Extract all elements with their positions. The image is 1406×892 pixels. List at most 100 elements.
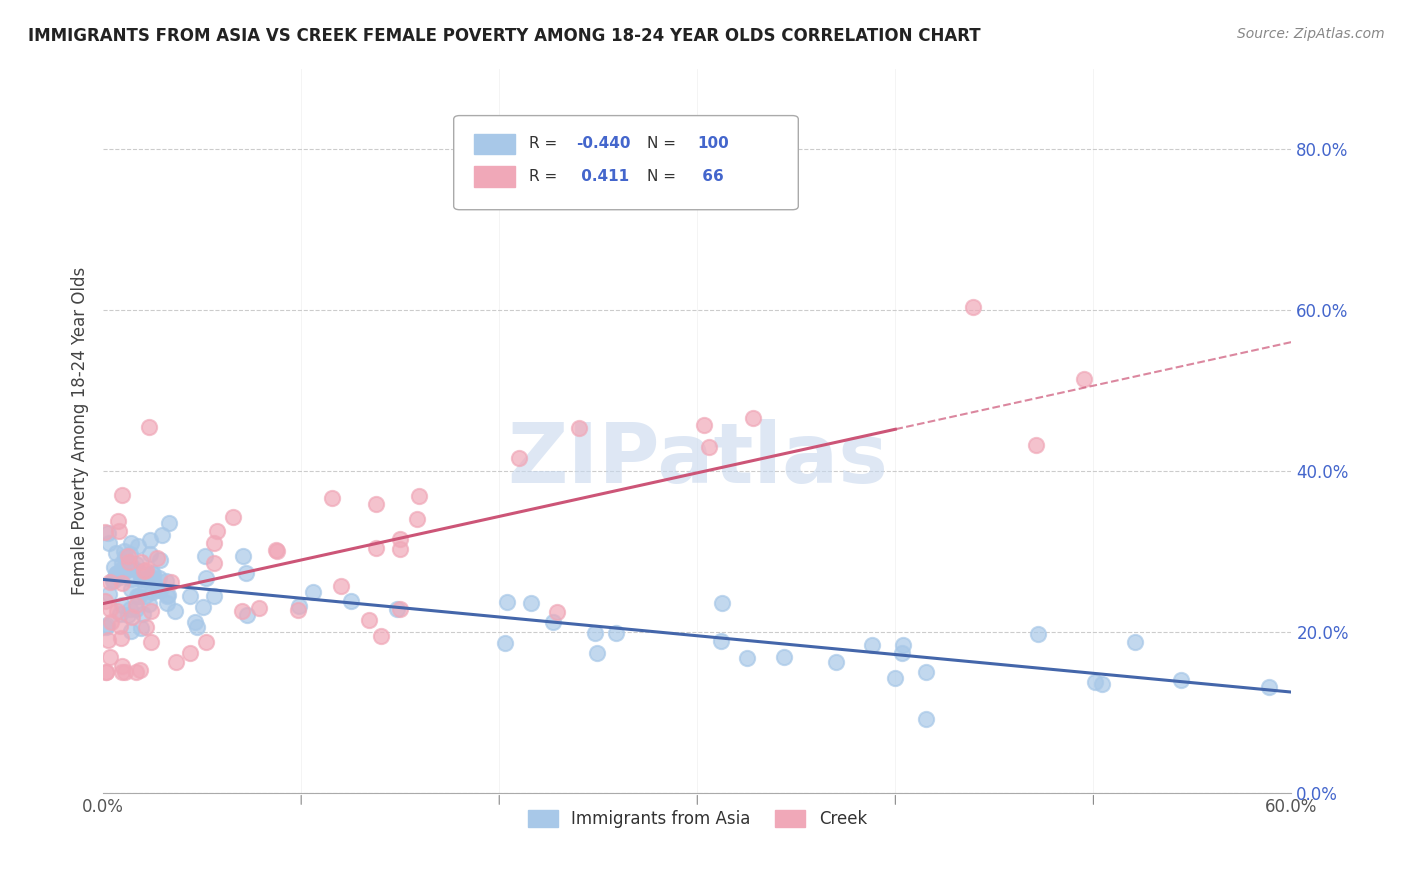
Point: [711, 596, 734, 610]
Point: [101, 573, 124, 587]
Point: [408, 489, 430, 503]
Point: [114, 550, 136, 565]
Text: 100: 100: [697, 136, 730, 152]
Text: N =: N =: [647, 136, 676, 152]
Point: [163, 604, 186, 618]
Point: [94, 524, 117, 539]
Point: [124, 601, 146, 615]
Point: [120, 624, 142, 638]
Point: [321, 491, 343, 505]
Point: [148, 571, 170, 585]
Point: [235, 566, 257, 581]
Point: [741, 410, 763, 425]
Point: [129, 555, 152, 569]
Point: [546, 605, 568, 619]
Point: [370, 629, 392, 643]
Point: [111, 665, 134, 679]
Point: [406, 512, 429, 526]
Point: [118, 561, 141, 575]
Text: Source: ZipAtlas.com: Source: ZipAtlas.com: [1237, 27, 1385, 41]
Point: [100, 615, 122, 629]
Point: [231, 604, 253, 618]
Point: [104, 566, 127, 581]
Point: [125, 557, 148, 571]
Point: [891, 639, 914, 653]
Point: [915, 712, 938, 726]
Point: [150, 527, 173, 541]
Point: [111, 562, 134, 576]
Point: [860, 638, 883, 652]
Point: [98, 536, 121, 550]
Point: [1258, 680, 1281, 694]
Point: [129, 572, 152, 586]
Point: [366, 541, 388, 555]
Point: [693, 418, 716, 433]
Point: [266, 544, 288, 558]
Point: [359, 613, 381, 627]
Point: [96, 665, 118, 679]
Point: [138, 597, 160, 611]
Point: [141, 585, 163, 599]
Point: [737, 651, 759, 665]
Point: [142, 574, 165, 588]
Point: [194, 634, 217, 648]
Point: [132, 607, 155, 621]
Point: [586, 646, 609, 660]
Y-axis label: Female Poverty Among 18-24 Year Olds: Female Poverty Among 18-24 Year Olds: [72, 267, 89, 595]
Point: [135, 573, 157, 587]
Point: [194, 549, 217, 563]
Point: [541, 615, 564, 629]
Point: [340, 594, 363, 608]
Text: N =: N =: [647, 169, 676, 184]
Point: [94, 594, 117, 608]
Point: [107, 514, 129, 528]
Point: [1170, 673, 1192, 687]
FancyBboxPatch shape: [454, 116, 799, 210]
Point: [389, 542, 412, 557]
Point: [1025, 438, 1047, 452]
Point: [141, 604, 163, 618]
Point: [125, 599, 148, 613]
Point: [120, 582, 142, 596]
Point: [159, 516, 181, 530]
Point: [520, 596, 543, 610]
Point: [96, 620, 118, 634]
Point: [149, 582, 172, 597]
Point: [108, 524, 131, 539]
Point: [98, 602, 121, 616]
Point: [155, 574, 177, 588]
Point: [156, 589, 179, 603]
Point: [179, 646, 201, 660]
Point: [108, 619, 131, 633]
Text: 0.411: 0.411: [576, 169, 630, 184]
Point: [134, 589, 156, 603]
Point: [232, 549, 254, 563]
Point: [117, 607, 139, 622]
Point: [128, 539, 150, 553]
Point: [883, 671, 905, 685]
Point: [105, 570, 128, 584]
Point: [221, 510, 243, 524]
Point: [141, 634, 163, 648]
Point: [1073, 372, 1095, 386]
Point: [110, 607, 132, 622]
Point: [125, 589, 148, 603]
Point: [97, 633, 120, 648]
Point: [129, 621, 152, 635]
Point: [890, 646, 912, 660]
Point: [139, 547, 162, 561]
Point: [191, 600, 214, 615]
Point: [107, 566, 129, 580]
Point: [120, 536, 142, 550]
Point: [114, 665, 136, 679]
Point: [915, 665, 938, 680]
Point: [118, 555, 141, 569]
Point: [142, 566, 165, 581]
Point: [605, 625, 627, 640]
Point: [1026, 627, 1049, 641]
Point: [111, 487, 134, 501]
Point: [108, 570, 131, 584]
Legend: Immigrants from Asia, Creek: Immigrants from Asia, Creek: [522, 804, 873, 835]
Point: [111, 599, 134, 613]
Point: [389, 601, 412, 615]
